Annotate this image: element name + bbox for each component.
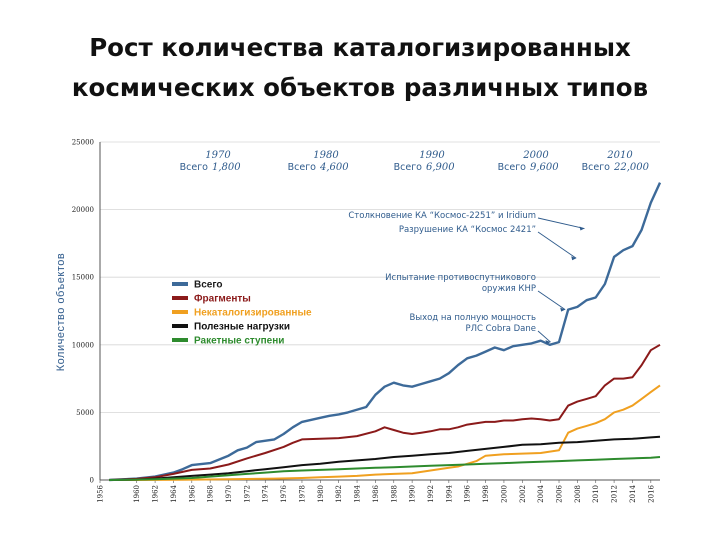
decade-label: Всего: [498, 162, 527, 173]
event-arrowhead: [560, 307, 566, 312]
x-tick-label: 1968: [207, 485, 215, 503]
x-tick-label: 1994: [445, 484, 453, 502]
decade-year: 1970: [205, 150, 231, 161]
decade-year: 1980: [313, 150, 339, 161]
x-tick-label: 1988: [390, 485, 398, 503]
x-tick-label: 1982: [335, 485, 343, 503]
decade-label: Всего: [180, 162, 209, 173]
event-arrowhead: [571, 256, 577, 261]
chart-axes: 0 5000 10000 15000 20000 25000 1956 1960 1962 196…: [72, 139, 660, 503]
series-line-2: [109, 343, 661, 481]
series-line-4: [109, 435, 661, 481]
decade-value: 4,600: [319, 162, 349, 173]
x-tick-label: 1984: [354, 484, 362, 502]
slide-title-line-1: Рост количества каталогизированных: [89, 33, 631, 62]
decade-value: 22,000: [613, 162, 650, 173]
event-arrow: [537, 217, 585, 229]
x-tick-label: 1974: [262, 484, 270, 502]
x-tick-label: 1966: [188, 484, 196, 502]
x-tick-label: 1998: [482, 485, 490, 503]
chart-legend: Всего Фрагменты Некаталогизированные Полезн…: [172, 280, 312, 347]
slide-title: Рост количества каталогизированных косми…: [0, 28, 720, 108]
x-tick-label: 1956: [97, 484, 105, 502]
y-tick-label: 10000: [72, 341, 94, 349]
y-tick-label: 15000: [72, 274, 94, 282]
y-axis-label: Количество объектов: [55, 253, 67, 372]
event-label: оружия КНР: [482, 284, 536, 294]
legend-label: Полезные нагрузки: [194, 322, 290, 333]
x-tick-label: 2002: [519, 485, 527, 503]
legend-label: Всего: [194, 280, 223, 291]
y-tick-label: 25000: [72, 139, 94, 147]
x-tick-label: 1960: [133, 485, 141, 503]
series-line-3: [109, 384, 661, 481]
x-tick-label: 1962: [152, 485, 160, 503]
event-label: Выход на полную мощность: [410, 313, 536, 323]
x-tick-label: 1964: [170, 484, 178, 502]
event-arrow: [537, 290, 566, 311]
x-tick-label: 1992: [427, 485, 435, 503]
legend-label: Некаталогизированные: [194, 308, 312, 319]
x-tick-label: 2006: [556, 484, 564, 502]
event-arrow: [537, 330, 551, 343]
decade-year: 2000: [522, 150, 549, 161]
series-line-5: [109, 456, 661, 481]
event-arrowhead: [545, 340, 551, 345]
y-tick-label: 5000: [76, 409, 94, 417]
y-tick-label: 0: [90, 477, 94, 485]
event-label: Столкновение КА “Космос-2251” и Iridium: [348, 211, 536, 221]
y-tick-label: 20000: [72, 206, 94, 214]
x-tick-label: 2016: [647, 484, 655, 502]
x-tick-label: 2008: [574, 485, 582, 503]
legend-label: Ракетные ступени: [194, 336, 284, 347]
decade-year: 1990: [419, 150, 445, 161]
event-arrow: [537, 231, 577, 259]
x-tick-label: 2012: [611, 485, 619, 503]
x-tick-label: 1976: [280, 484, 288, 502]
decade-value: 6,900: [426, 162, 455, 173]
x-tick-label: 1980: [317, 485, 325, 503]
decade-year: 2010: [606, 150, 633, 161]
decade-label: Всего: [288, 162, 317, 173]
slide-title-line-2: космических объектов различных типов: [71, 73, 649, 102]
x-tick-label: 2014: [629, 484, 637, 502]
event-arrowhead: [579, 226, 585, 231]
event-label: Испытание противоспутникового: [385, 273, 536, 283]
x-tick-label: 1996: [464, 484, 472, 502]
x-tick-label: 1978: [298, 485, 306, 503]
decade-value: 1,800: [212, 162, 241, 173]
series-line-1: [109, 182, 662, 482]
x-tick-label: 2000: [500, 485, 508, 503]
decade-label: Всего: [582, 162, 611, 173]
x-tick-label: 1970: [225, 485, 233, 503]
event-label: РЛС Cobra Dane: [466, 324, 536, 334]
legend-label: Фрагменты: [194, 294, 251, 305]
decade-value: 9,600: [530, 162, 559, 173]
x-tick-label: 1990: [409, 485, 417, 503]
decade-label: Всего: [394, 162, 423, 173]
x-tick-label: 1972: [243, 485, 251, 503]
event-label: Разрушение КА “Космос 2421”: [399, 225, 536, 235]
x-tick-label: 1986: [372, 484, 380, 502]
x-tick-label: 2010: [592, 485, 600, 503]
chart-series: [109, 182, 662, 482]
x-tick-label: 2004: [537, 484, 545, 502]
